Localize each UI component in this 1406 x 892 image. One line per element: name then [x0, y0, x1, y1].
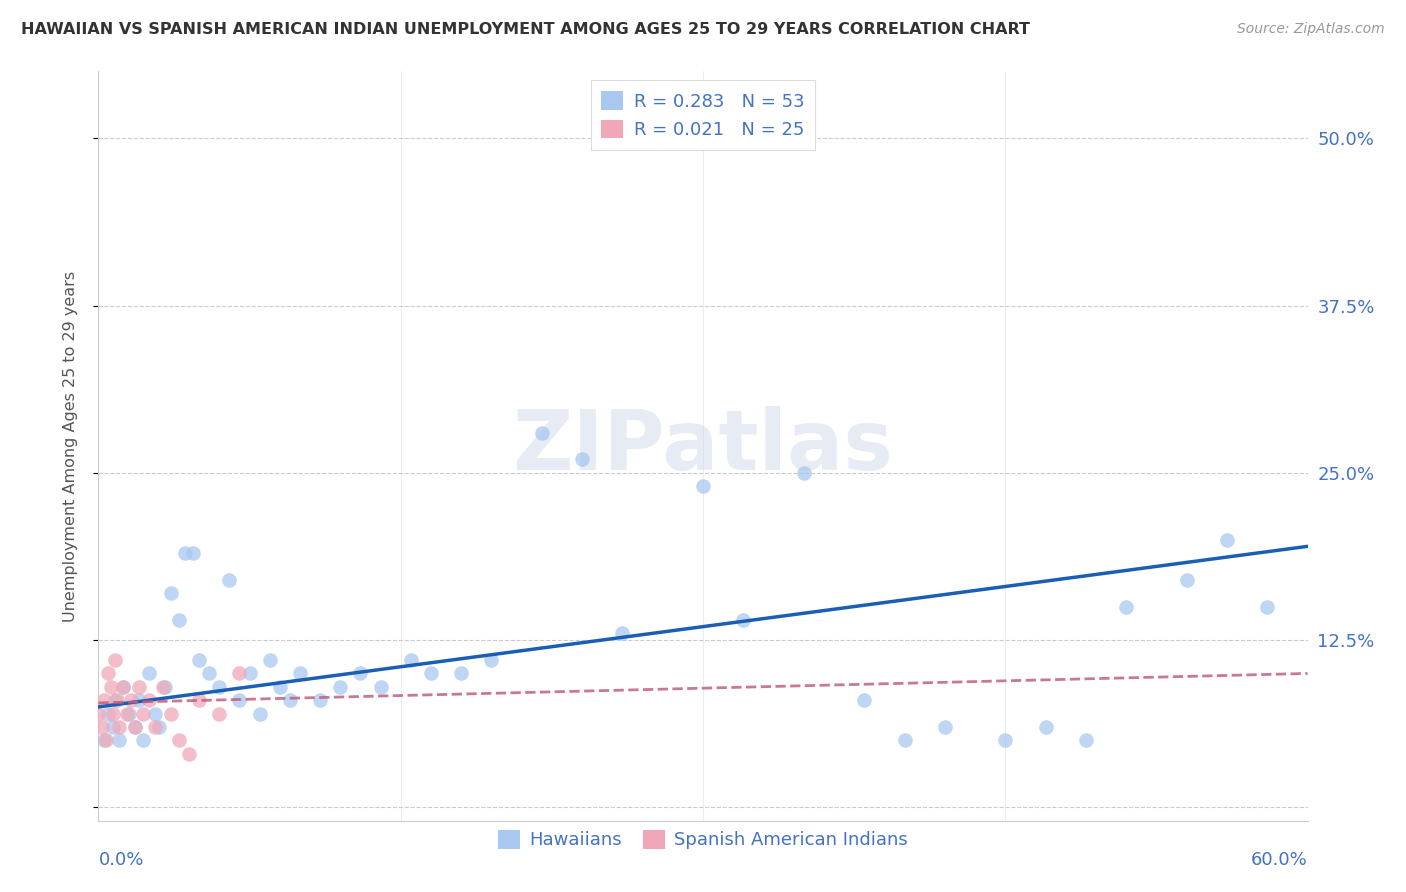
- Point: [208, 706, 231, 721]
- Point: [167, 733, 190, 747]
- Point: [111, 680, 134, 694]
- Point: [153, 680, 176, 694]
- Point: [450, 666, 472, 681]
- Point: [160, 586, 183, 600]
- Point: [1216, 533, 1239, 547]
- Point: [115, 706, 138, 721]
- Legend: Hawaiians, Spanish American Indians: Hawaiians, Spanish American Indians: [491, 822, 915, 856]
- Point: [893, 733, 915, 747]
- Point: [1035, 720, 1057, 734]
- Point: [349, 666, 371, 681]
- Point: [198, 666, 221, 681]
- Point: [107, 733, 129, 747]
- Point: [994, 733, 1017, 747]
- Point: [138, 666, 160, 681]
- Point: [118, 706, 141, 721]
- Point: [269, 680, 291, 694]
- Point: [530, 425, 553, 440]
- Point: [107, 720, 129, 734]
- Point: [96, 733, 118, 747]
- Point: [228, 693, 250, 707]
- Point: [101, 706, 124, 721]
- Point: [124, 720, 146, 734]
- Text: ZIPatlas: ZIPatlas: [513, 406, 893, 486]
- Point: [249, 706, 271, 721]
- Point: [174, 546, 197, 560]
- Point: [138, 693, 160, 707]
- Point: [93, 693, 115, 707]
- Text: 0.0%: 0.0%: [98, 851, 143, 869]
- Point: [87, 706, 110, 721]
- Point: [1256, 599, 1278, 614]
- Text: HAWAIIAN VS SPANISH AMERICAN INDIAN UNEMPLOYMENT AMONG AGES 25 TO 29 YEARS CORRE: HAWAIIAN VS SPANISH AMERICAN INDIAN UNEM…: [21, 22, 1031, 37]
- Point: [100, 680, 122, 694]
- Y-axis label: Unemployment Among Ages 25 to 29 years: Unemployment Among Ages 25 to 29 years: [63, 270, 77, 622]
- Point: [120, 693, 142, 707]
- Point: [181, 546, 204, 560]
- Point: [128, 693, 150, 707]
- Point: [370, 680, 392, 694]
- Point: [218, 573, 240, 587]
- Point: [853, 693, 876, 707]
- Point: [167, 613, 190, 627]
- Point: [288, 666, 311, 681]
- Point: [132, 733, 155, 747]
- Point: [278, 693, 301, 707]
- Point: [152, 680, 174, 694]
- Point: [160, 706, 183, 721]
- Point: [105, 693, 128, 707]
- Point: [259, 653, 281, 667]
- Point: [124, 720, 146, 734]
- Point: [101, 720, 124, 734]
- Point: [1175, 573, 1198, 587]
- Point: [208, 680, 231, 694]
- Text: Source: ZipAtlas.com: Source: ZipAtlas.com: [1237, 22, 1385, 37]
- Point: [612, 626, 634, 640]
- Point: [128, 680, 150, 694]
- Point: [179, 747, 201, 761]
- Point: [228, 666, 250, 681]
- Point: [329, 680, 352, 694]
- Point: [91, 720, 114, 734]
- Point: [399, 653, 422, 667]
- Point: [103, 653, 125, 667]
- Point: [1074, 733, 1097, 747]
- Text: 60.0%: 60.0%: [1251, 851, 1308, 869]
- Point: [148, 720, 170, 734]
- Point: [143, 706, 166, 721]
- Point: [420, 666, 443, 681]
- Point: [733, 613, 755, 627]
- Point: [793, 466, 815, 480]
- Point: [132, 706, 155, 721]
- Point: [934, 720, 956, 734]
- Point: [111, 680, 134, 694]
- Point: [239, 666, 262, 681]
- Point: [97, 666, 120, 681]
- Point: [188, 653, 211, 667]
- Point: [143, 720, 166, 734]
- Point: [103, 693, 125, 707]
- Point: [692, 479, 714, 493]
- Point: [93, 733, 115, 747]
- Point: [1115, 599, 1137, 614]
- Point: [97, 706, 120, 721]
- Point: [309, 693, 332, 707]
- Point: [481, 653, 503, 667]
- Point: [188, 693, 211, 707]
- Point: [571, 452, 593, 467]
